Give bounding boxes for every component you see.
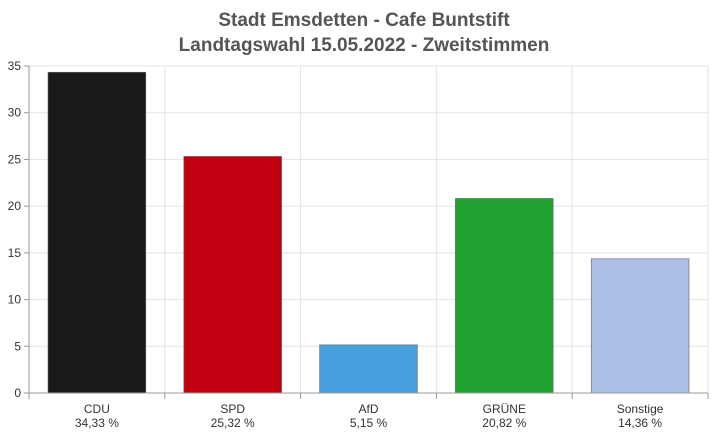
value-label: 20,82 %	[482, 416, 526, 430]
category-label: AfD	[358, 402, 378, 416]
y-tick-label: 10	[8, 293, 22, 307]
y-tick-label: 0	[14, 386, 21, 400]
y-tick-label: 15	[8, 246, 22, 260]
y-tick-label: 20	[8, 199, 22, 213]
y-tick-label: 35	[8, 59, 22, 73]
value-label: 34,33 %	[75, 416, 119, 430]
y-axis: 0 5 10 15 20 25 30 35	[8, 59, 30, 400]
bar-sonstige	[590, 258, 690, 394]
y-tick-label: 5	[14, 339, 21, 353]
bars	[47, 71, 690, 394]
value-label: 5,15 %	[350, 416, 388, 430]
category-label: SPD	[220, 402, 245, 416]
category-label: CDU	[84, 402, 110, 416]
category-label: Sonstige	[617, 402, 664, 416]
chart-subtitle: Landtagswahl 15.05.2022 - Zweitstimmen	[179, 35, 550, 56]
chart-title: Stadt Emsdetten - Cafe Buntstift	[218, 10, 510, 31]
bar-spd	[183, 156, 282, 394]
bar-gr-ne	[455, 198, 554, 394]
value-label: 25,32 %	[211, 416, 255, 430]
bar-cdu	[47, 71, 147, 394]
category-label: GRÜNE	[483, 402, 526, 416]
bar-afd	[319, 344, 418, 394]
y-tick-label: 30	[8, 106, 22, 120]
value-label: 14,36 %	[618, 416, 662, 430]
y-tick-label: 25	[8, 152, 22, 166]
